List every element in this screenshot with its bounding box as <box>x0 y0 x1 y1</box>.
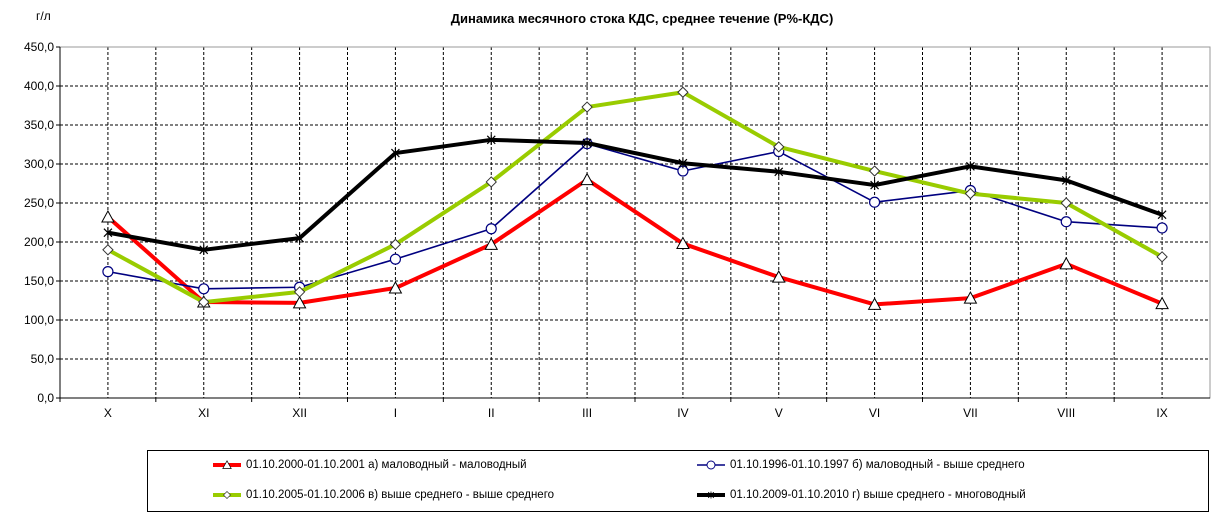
x-tick-label: IV <box>677 406 688 420</box>
series <box>103 134 1167 255</box>
y-tick-label: 200,0 <box>24 235 54 249</box>
data-point-circle <box>1060 216 1072 228</box>
chart-title: Динамика месячного стока КДС, среднее те… <box>451 11 834 26</box>
x-tick-label: IX <box>1156 406 1167 420</box>
data-point-star <box>199 244 209 255</box>
y-tick-label: 50,0 <box>31 352 55 366</box>
data-point-star <box>390 148 400 159</box>
data-point-triangle <box>867 297 882 310</box>
legend-item: 01.10.1996-01.10.1997 б) маловодный - вы… <box>696 459 1025 471</box>
x-tick-label: XI <box>198 406 209 420</box>
data-point-star <box>965 161 975 172</box>
series <box>101 172 1169 310</box>
y-tick-label: 350,0 <box>24 118 54 132</box>
y-axis-label: г/л <box>36 9 51 23</box>
data-point-circle <box>198 283 210 295</box>
data-point-triangle <box>484 237 499 250</box>
x-tick-label: X <box>104 406 112 420</box>
data-point-triangle <box>292 295 307 309</box>
legend-marker-shape <box>707 491 715 499</box>
legend-item: 01.10.2009-01.10.2010 г) выше среднего -… <box>696 489 1026 501</box>
series <box>102 86 1168 308</box>
data-point-circle <box>868 196 881 208</box>
x-tick-label: II <box>488 406 495 420</box>
data-point-diamond <box>389 238 402 251</box>
data-point-star <box>678 158 688 169</box>
data-point-circle <box>1156 222 1168 234</box>
series-line <box>106 90 1164 305</box>
data-point-diamond <box>485 176 497 188</box>
data-point-circle <box>485 223 497 235</box>
legend-marker-shape <box>223 491 231 499</box>
data-point-triangle <box>676 236 690 250</box>
data-point-diamond <box>223 491 231 499</box>
data-point-triangle <box>580 172 594 186</box>
legend-label: 01.10.2009-01.10.2010 г) выше среднего -… <box>730 489 1026 501</box>
x-tick-label: VII <box>963 406 978 420</box>
data-point-triangle <box>1059 256 1074 270</box>
legend-item: 01.10.2000-01.10.2001 а) маловодный - ма… <box>212 459 527 471</box>
data-point-star <box>582 137 592 148</box>
data-point-diamond <box>1156 251 1168 263</box>
data-point-triangle <box>771 270 786 283</box>
x-tick-label: III <box>582 406 592 420</box>
x-tick-label: VIII <box>1057 406 1075 420</box>
data-point-triangle <box>101 209 115 223</box>
legend-marker-shape <box>222 460 232 469</box>
y-tick-label: 250,0 <box>24 196 54 210</box>
data-point-diamond <box>964 187 977 200</box>
data-point-star <box>774 166 784 177</box>
legend-marker <box>697 491 725 499</box>
data-point-star <box>1061 175 1071 186</box>
data-point-diamond <box>677 86 689 98</box>
y-tick-label: 0,0 <box>37 391 54 405</box>
data-point-diamond <box>868 165 881 177</box>
data-point-star <box>295 233 305 244</box>
data-point-star <box>1157 209 1167 220</box>
legend-label: 01.10.2005-01.10.2006 в) выше среднего -… <box>246 489 555 501</box>
data-point-circle <box>706 460 716 470</box>
data-point-triangle <box>1155 296 1169 310</box>
data-point-circle <box>102 266 114 278</box>
series-line <box>106 177 1163 307</box>
legend-marker-shape <box>706 460 716 470</box>
data-point-triangle <box>963 291 978 304</box>
data-point-diamond <box>293 286 306 298</box>
data-point-star <box>870 180 880 191</box>
x-tick-label: XII <box>292 406 307 420</box>
y-tick-label: 150,0 <box>24 274 54 288</box>
series <box>102 138 1168 295</box>
y-tick-label: 450,0 <box>24 40 54 54</box>
legend-marker <box>697 460 725 470</box>
legend-label: 01.10.1996-01.10.1997 б) маловодный - вы… <box>730 459 1025 471</box>
legend-label: 01.10.2000-01.10.2001 а) маловодный - ма… <box>246 459 527 471</box>
legend-marker <box>213 491 241 499</box>
data-point-diamond <box>773 141 785 153</box>
data-point-diamond <box>102 244 114 256</box>
y-tick-label: 300,0 <box>24 157 54 171</box>
line-chart: Динамика месячного стока КДС, среднее те… <box>24 9 1211 420</box>
legend-item: 01.10.2005-01.10.2006 в) выше среднего -… <box>212 489 554 501</box>
x-tick-label: V <box>775 406 783 420</box>
data-point-diamond <box>198 296 210 308</box>
y-tick-label: 400,0 <box>24 79 54 93</box>
legend-marker <box>213 460 241 469</box>
series-line <box>107 137 1163 252</box>
y-tick-label: 100,0 <box>24 313 54 327</box>
legend: 01.10.2000-01.10.2001 а) маловодный - ма… <box>147 450 1209 512</box>
data-point-triangle <box>388 280 403 294</box>
data-point-star <box>486 134 496 145</box>
data-point-star <box>103 227 113 238</box>
data-point-circle <box>389 253 402 265</box>
data-point-diamond <box>581 101 593 113</box>
x-tick-label: VI <box>869 406 880 420</box>
data-point-diamond <box>1060 197 1072 209</box>
data-point-star <box>707 491 715 499</box>
x-tick-label: I <box>394 406 397 420</box>
data-point-triangle <box>222 460 232 469</box>
